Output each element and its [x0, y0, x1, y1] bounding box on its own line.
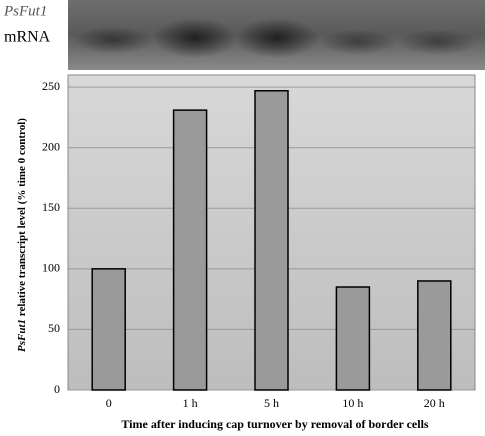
- bar: [417, 280, 452, 391]
- x-axis-title: Time after inducing cap turnover by remo…: [121, 417, 429, 431]
- x-tick-label: 10 h: [342, 396, 363, 410]
- bar: [254, 90, 289, 391]
- x-tick-label: 1 h: [183, 396, 198, 410]
- blot-gene: PsFut1: [3, 3, 47, 19]
- y-tick-label: 250: [42, 79, 60, 93]
- y-axis-title-gene: PsFut1: [16, 319, 28, 352]
- blot-label: mRNA: [4, 29, 51, 46]
- y-tick-label: 0: [54, 382, 60, 396]
- bar: [335, 286, 371, 391]
- bar: [91, 268, 126, 391]
- blot-image: [68, 0, 485, 70]
- y-tick-label: 150: [42, 200, 60, 214]
- y-axis-title-text: relative transcript level (% time 0 cont…: [16, 118, 28, 319]
- y-tick-label: 50: [48, 321, 60, 335]
- x-tick-label: 20 h: [424, 396, 445, 410]
- y-tick-label: 100: [42, 261, 60, 275]
- x-tick-label: 0: [106, 396, 112, 410]
- bar: [172, 109, 208, 391]
- y-axis-title: PsFut1 relative transcript level (% time…: [16, 118, 28, 352]
- y-tick-label: 200: [42, 139, 60, 153]
- x-tick-label: 5 h: [264, 396, 279, 410]
